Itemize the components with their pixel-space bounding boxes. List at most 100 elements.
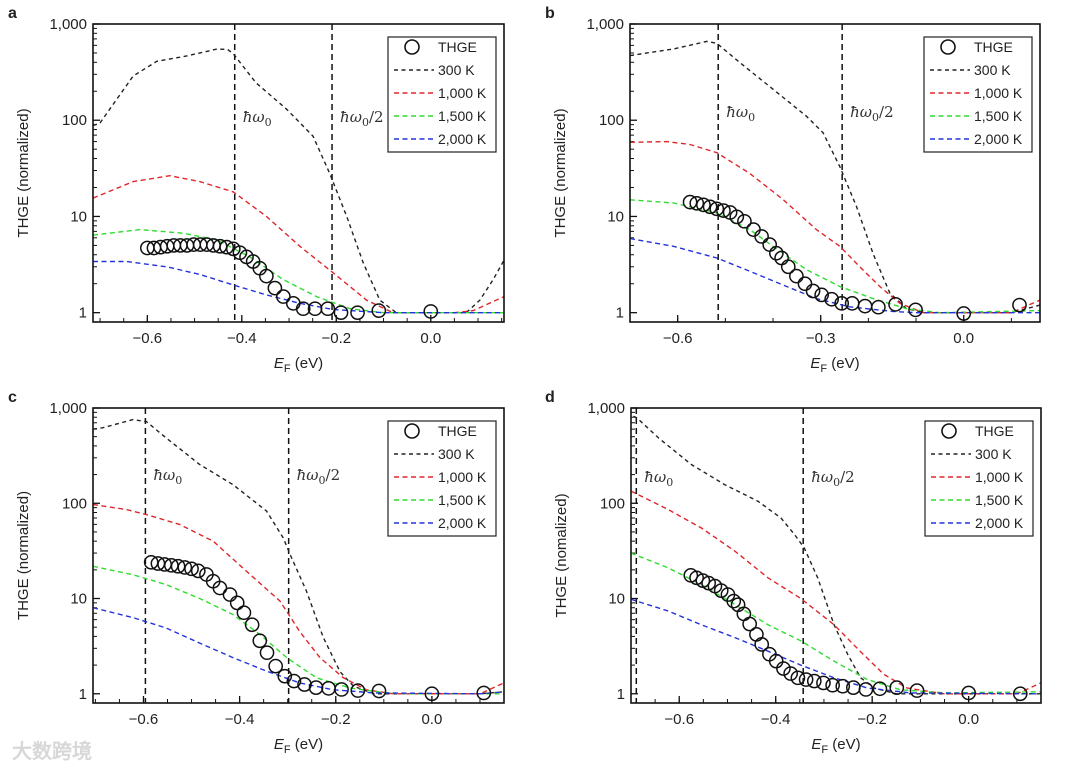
x-axis-label-sub: F (284, 744, 291, 756)
thge-data-point (814, 287, 830, 303)
curve-1500k (630, 199, 1040, 314)
hw-symbol: ħω (243, 108, 265, 126)
x-tick-label: −0.2 (857, 711, 887, 728)
thge-data-point (742, 616, 758, 632)
panel-a: a 1 10 100 1,000 −0.6 −0.4 −0.2 0.0 THGE (normali… (8, 5, 505, 375)
x-axis-label: EF (eV) (274, 736, 323, 756)
y-tick-label: 1 (79, 686, 87, 703)
y-tick-label: 1,000 (49, 16, 87, 33)
thge-data-point (789, 268, 804, 284)
legend-label: 1,000 K (974, 85, 1023, 101)
legend-marker-icon (404, 39, 420, 55)
thge-data-point (476, 685, 492, 701)
y-tick-label: 100 (600, 495, 625, 512)
legend-label: 300 K (974, 62, 1011, 78)
hw-suffix: /2 (879, 103, 894, 121)
thge-data-point (1012, 297, 1027, 313)
x-tick-label: −0.6 (133, 330, 163, 347)
x-axis-label-unit: (eV) (291, 736, 324, 753)
hw-subscript: 0 (872, 111, 879, 124)
thge-data-point (371, 683, 387, 699)
thge-data-point (297, 677, 312, 692)
thge-data-point (871, 299, 886, 315)
thge-data-point (729, 209, 745, 225)
x-axis-label-sub: F (284, 363, 291, 375)
legend-label: 300 K (438, 446, 475, 462)
legend-box (923, 36, 1033, 153)
x-tick-label: 0.0 (421, 711, 442, 728)
legend: THGE 300 K 1,000 K 1,500 K 2,000 K (923, 36, 1033, 153)
thge-data-point (825, 677, 840, 693)
legend-label: 1,000 K (438, 85, 487, 101)
reference-line-label: ħω0/2 (811, 468, 855, 489)
reference-line-label: ħω0/2 (850, 103, 894, 124)
legend: THGE 300 K 1,000 K 1,500 K 2,000 K (924, 420, 1034, 537)
y-tick-label: 10 (608, 591, 625, 608)
legend-label: 300 K (975, 446, 1012, 462)
x-tick-label: −0.6 (664, 711, 694, 728)
reference-line-label: ħω0/2 (340, 108, 384, 129)
legend-label: 1,000 K (975, 469, 1024, 485)
x-tick-label: −0.3 (806, 330, 836, 347)
thge-data-point (277, 668, 293, 684)
hw-symbol: ħω (850, 103, 872, 121)
thge-data-point (244, 617, 260, 633)
thge-data-point (222, 587, 238, 602)
thge-data-point (824, 291, 840, 307)
thge-data-point (908, 302, 923, 318)
x-axis-label-unit: (eV) (291, 355, 324, 372)
hw-symbol: ħω (644, 468, 666, 486)
thge-data-point (909, 683, 925, 698)
thge-data-point (333, 305, 349, 321)
y-tick-label: 1,000 (586, 16, 624, 33)
thge-data-point (776, 661, 791, 676)
plot-frame (92, 23, 505, 323)
reference-line-label: ħω0 (644, 468, 673, 489)
x-tick-label: 0.0 (958, 711, 979, 728)
thge-data-point (229, 595, 245, 611)
thge-data-point (252, 633, 268, 649)
y-tick-label: 1,000 (49, 400, 87, 417)
legend-box (924, 420, 1034, 537)
panel-letter: b (545, 5, 555, 22)
thge-data-point (716, 203, 731, 218)
plot-area (93, 48, 504, 321)
thge-data-point (334, 682, 349, 697)
watermark: 大数跨境 (12, 739, 92, 763)
legend-marker-icon (940, 39, 956, 55)
legend: THGE 300 K 1,000 K 1,500 K 2,000 K (387, 420, 497, 537)
thge-data-point (276, 289, 291, 304)
reference-line-label: ħω0 (243, 108, 272, 129)
thge-data-point (797, 276, 813, 292)
thge-data-point (285, 295, 301, 311)
x-tick-label: −0.6 (129, 711, 159, 728)
x-axis-label-main: E (811, 736, 822, 753)
legend-label: 1,500 K (974, 108, 1023, 124)
y-axis-label: THGE (normalized) (552, 108, 569, 237)
legend-label: 1,500 K (438, 108, 487, 124)
legend-label: 2,000 K (975, 515, 1024, 531)
hw-symbol: ħω (340, 108, 362, 126)
legend-label: 2,000 K (438, 131, 487, 147)
thge-data-point (1012, 686, 1028, 702)
plot-frame (630, 407, 1042, 704)
reference-line-label: ħω0 (726, 103, 755, 124)
thge-data-point (762, 237, 778, 252)
thge-data-point (350, 305, 365, 321)
hw-subscript: 0 (265, 116, 272, 129)
thge-data-point (689, 195, 705, 211)
hw-subscript: 0 (362, 116, 369, 129)
legend-label: 2,000 K (438, 515, 487, 531)
thge-data-point (857, 298, 873, 314)
thge-data-point (956, 306, 972, 321)
legend: THGE 300 K 1,000 K 1,500 K 2,000 K (387, 36, 497, 153)
thge-data-point (696, 197, 711, 213)
thge-data-point (726, 593, 742, 609)
legend-label: THGE (975, 423, 1014, 439)
thge-data-point (212, 580, 228, 596)
panel-letter: c (8, 389, 17, 406)
curve-2000k (631, 598, 1041, 695)
thge-data-point (268, 658, 284, 674)
y-axis-label: THGE (normalized) (15, 491, 32, 620)
